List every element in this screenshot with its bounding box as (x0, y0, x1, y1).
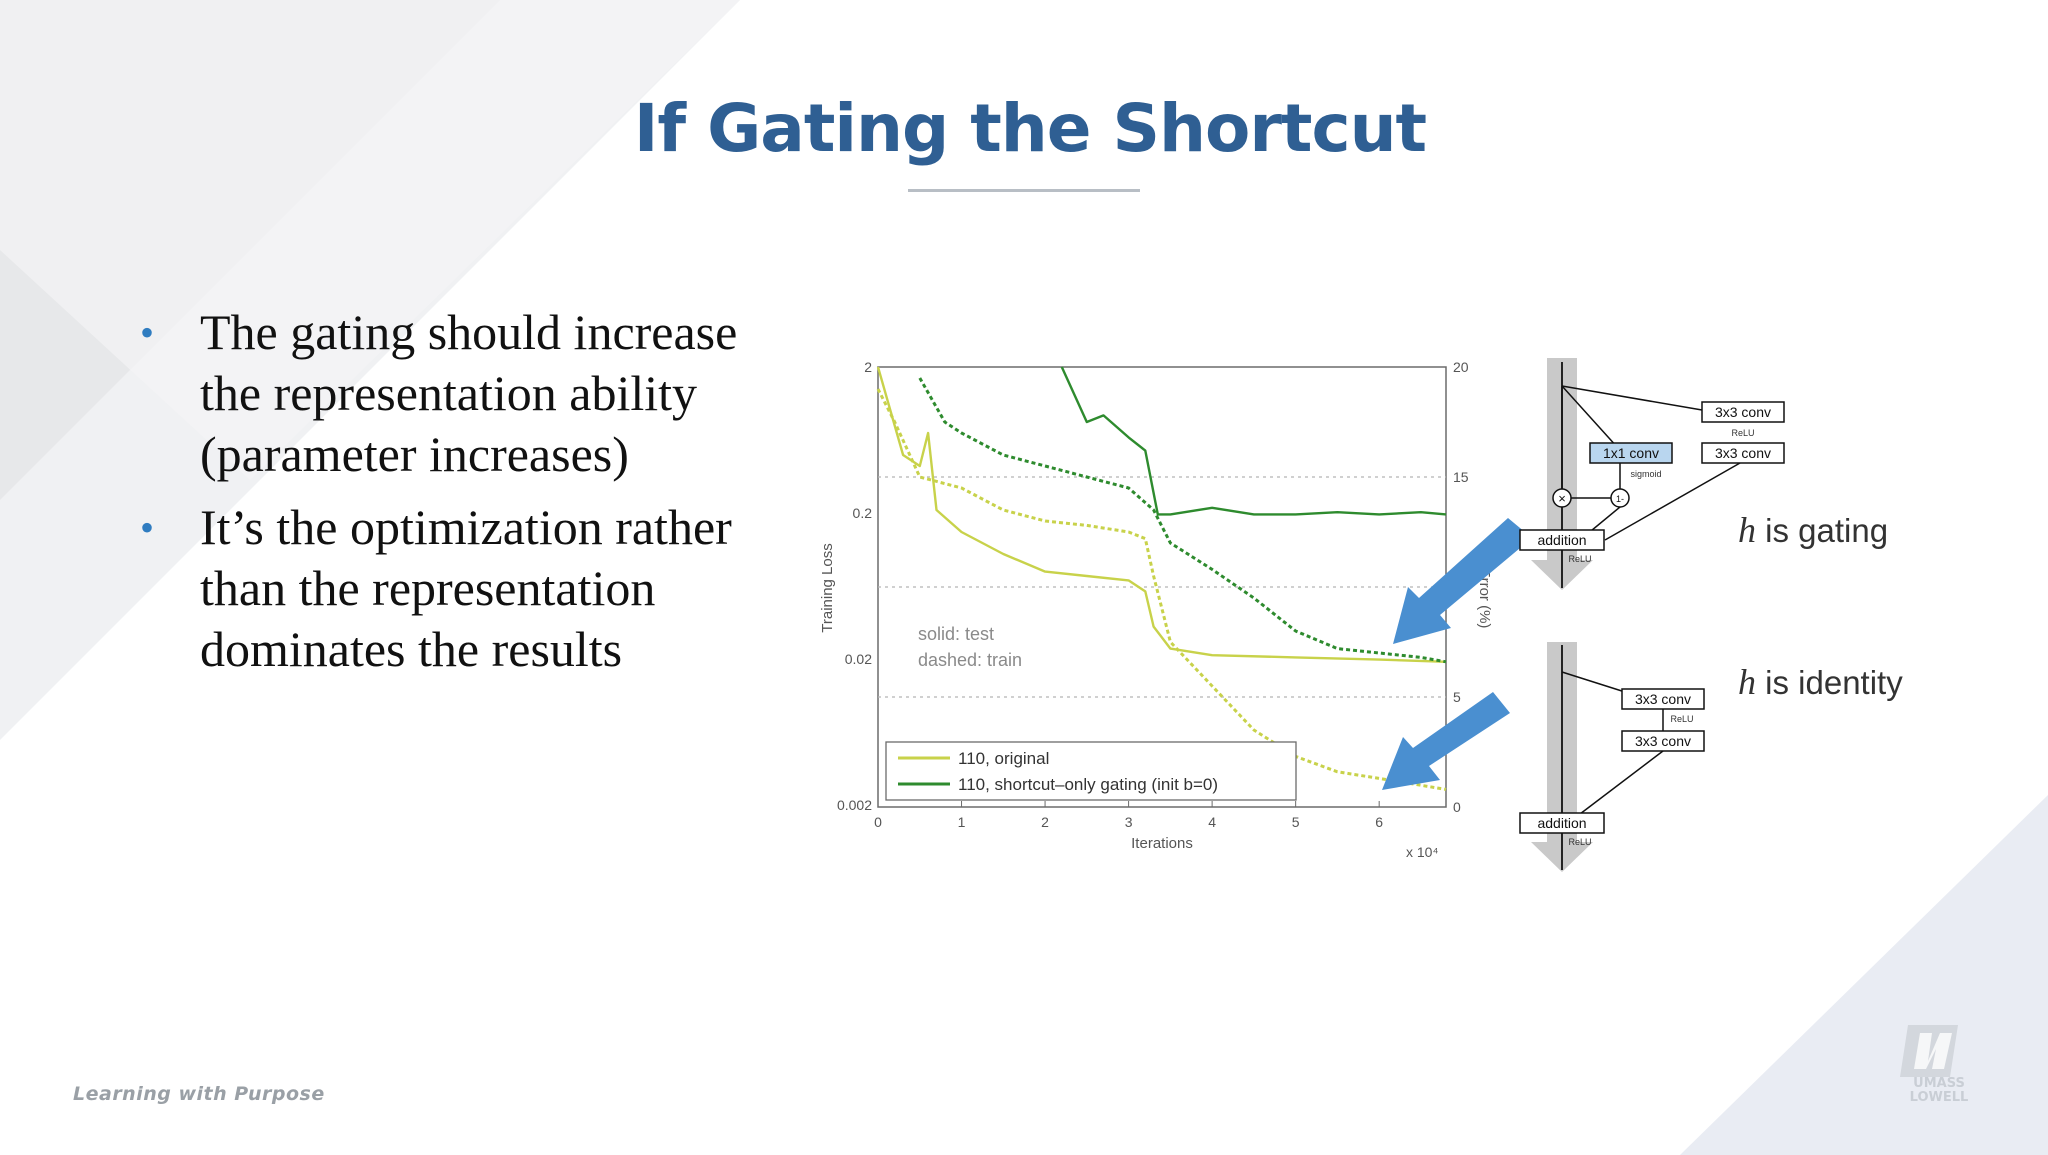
chart-series-line (1060, 366, 1447, 516)
arrow-icon (1382, 692, 1510, 790)
bullet-text: It’s the optimization rather than the re… (200, 499, 732, 677)
title-underline (908, 189, 1140, 192)
gate-conv-box (1589, 442, 1673, 464)
university-logo-icon (1900, 1025, 1958, 1077)
h-symbol: h (1738, 510, 1756, 550)
x-tick-label: 4 (1208, 814, 1216, 830)
identity-caption: h is identity (1738, 662, 1903, 702)
gating-diagram: 3x3 conv ReLU 3x3 conv 1x1 conv sigmoid … (1519, 358, 1888, 590)
left-tick-label: 0.02 (845, 651, 872, 667)
gating-caption-text: is gating (1756, 512, 1888, 549)
addition-box (1519, 529, 1605, 551)
legend-label: 110, original (958, 749, 1049, 768)
conv-box-label: 3x3 conv (1715, 404, 1771, 420)
chart-series-line (876, 366, 1447, 663)
chart-annotation: dashed: train (918, 650, 1022, 670)
relu-label: ReLU (1731, 428, 1754, 438)
chart-series-line (918, 377, 1447, 664)
conv-box-label: 3x3 conv (1635, 691, 1691, 707)
relu-label: ReLU (1568, 837, 1591, 847)
x-tick-label: 3 (1125, 814, 1133, 830)
relu-label: ReLU (1568, 554, 1591, 564)
identity-diagram: 3x3 conv ReLU 3x3 conv addition ReLU h i… (1519, 642, 1903, 872)
left-tick-label: 0.002 (837, 797, 872, 813)
x-tick-label: 0 (874, 814, 882, 830)
h-symbol: h (1738, 662, 1756, 702)
slide-title: If Gating the Shortcut (633, 90, 1427, 167)
bullet-item: • The gating should increase the represe… (140, 302, 780, 485)
x-tick-label: 1 (958, 814, 966, 830)
legend-label: 110, shortcut–only gating (init b=0) (958, 775, 1218, 794)
addition-label: addition (1537, 532, 1586, 548)
chart-series-group (876, 366, 1447, 791)
left-axis: 2 0.2 0.02 0.002 (837, 359, 872, 813)
addition-label: addition (1537, 815, 1586, 831)
conv-box (1701, 401, 1785, 423)
right-tick-label: 20 (1453, 359, 1469, 375)
left-tick-label: 2 (864, 359, 872, 375)
multiply-icon: × (1558, 491, 1566, 506)
conv-box-label: 3x3 conv (1715, 445, 1771, 461)
chart-legend: 110, original 110, shortcut–only gating … (885, 741, 1297, 801)
right-tick-label: 0 (1453, 799, 1461, 815)
conv-box (1701, 442, 1785, 464)
x-axis: 0 1 2 3 4 5 6 (874, 801, 1383, 830)
addition-box (1519, 812, 1605, 834)
x-tick-label: 5 (1292, 814, 1300, 830)
chart-annotation: solid: test (918, 624, 994, 644)
identity-caption-text: is identity (1756, 664, 1903, 701)
bullet-dot-icon: • (140, 505, 155, 550)
figure: 2 0.2 0.02 0.002 Training Loss 20 15 10 … (819, 358, 1903, 872)
chart-plot-area (877, 366, 1447, 808)
bullet-list: • The gating should increase the represe… (140, 302, 780, 692)
gating-caption: h is gating (1738, 510, 1888, 550)
relu-label: ReLU (1670, 714, 1693, 724)
right-tick-label: 5 (1453, 689, 1461, 705)
bullet-item: • It’s the optimization rather than the … (140, 497, 780, 680)
chart-series-line (876, 388, 1447, 791)
x-axis-label: Iterations (1131, 835, 1193, 852)
bullet-text: The gating should increase the represent… (200, 304, 738, 482)
left-axis-label: Training Loss (819, 543, 836, 633)
x-axis-multiplier: x 10⁴ (1406, 844, 1438, 860)
conv-box-label: 3x3 conv (1635, 733, 1691, 749)
logo-text: UMASS LOWELL (1909, 1076, 1969, 1105)
x-tick-label: 2 (1041, 814, 1049, 830)
right-axis-label: Error (%) (1476, 568, 1493, 629)
one-minus-label: 1- (1616, 494, 1624, 504)
footer-tagline: Learning with Purpose (73, 1083, 325, 1105)
left-tick-label: 0.2 (853, 505, 873, 521)
gate-conv-label: 1x1 conv (1603, 445, 1659, 461)
sigmoid-label: sigmoid (1630, 469, 1661, 479)
bullet-dot-icon: • (140, 310, 155, 355)
x-tick-label: 6 (1375, 814, 1383, 830)
arrow-icon (1393, 518, 1532, 644)
right-tick-label: 15 (1453, 469, 1469, 485)
